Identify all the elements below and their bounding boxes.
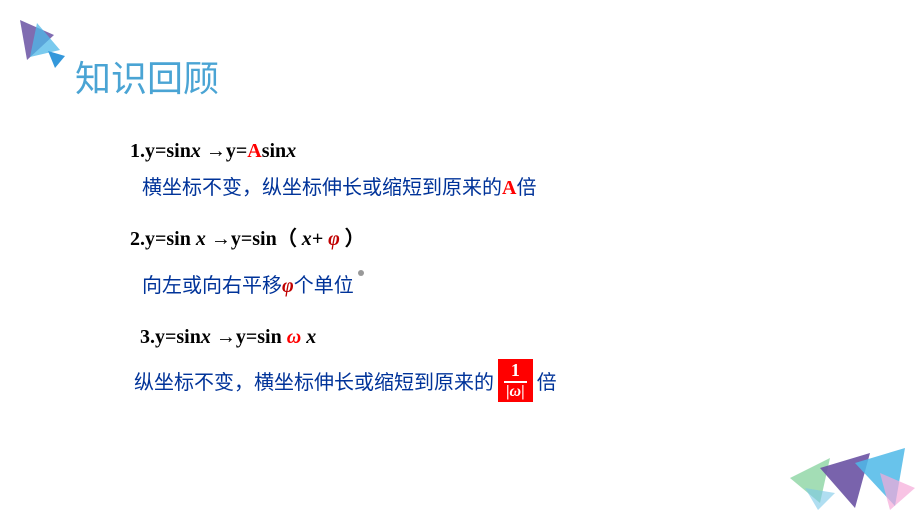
item-3: 3.y=sinx →y=sin ω x 纵坐标不变，横坐标伸长或缩短到原来的 1… xyxy=(130,326,830,402)
formula-phi: φ xyxy=(323,228,340,250)
description-text: 向左或向右平移 xyxy=(142,275,282,297)
decorative-triangle-small xyxy=(45,48,69,77)
description-text: 倍 xyxy=(516,177,536,199)
description-1: 横坐标不变，纵坐标伸长或缩短到原来的A倍 xyxy=(142,171,830,200)
formula-var: x xyxy=(201,326,211,348)
formula-arrow: →y=sin xyxy=(211,326,287,348)
formula-text: 3.y=sin xyxy=(140,326,201,348)
item-1: 1.y=sinx →y=Asinx 横坐标不变，纵坐标伸长或缩短到原来的A倍 xyxy=(130,140,830,200)
formula-arrow: →y= xyxy=(201,140,247,162)
formula-1: 1.y=sinx →y=Asinx xyxy=(130,140,830,163)
description-3: 纵坐标不变，横坐标伸长或缩短到原来的 1 |ω| 倍 xyxy=(134,359,830,402)
formula-var: x xyxy=(191,140,201,162)
formula-var: x+ xyxy=(297,228,323,250)
item-2: 2.y=sin x →y=sin（ x+ φ ） 向左或向右平移φ个单位 xyxy=(130,222,830,298)
fraction-highlight: 1 |ω| xyxy=(498,359,533,402)
fraction-numerator: 1 xyxy=(504,361,527,383)
description-2: 向左或向右平移φ个单位 xyxy=(142,269,830,298)
description-text: 横坐标不变，纵坐标伸长或缩短到原来的 xyxy=(142,177,502,199)
slide-content: 1.y=sinx →y=Asinx 横坐标不变，纵坐标伸长或缩短到原来的A倍 2… xyxy=(130,140,830,410)
description-highlight: A xyxy=(502,177,516,199)
formula-text: 2.y=sin xyxy=(130,228,196,250)
description-text: 个单位 xyxy=(294,275,354,297)
formula-text: 1.y=sin xyxy=(130,140,191,162)
description-text: 倍 xyxy=(537,366,557,395)
decorative-corner-icon xyxy=(760,438,920,518)
description-text: 纵坐标不变，横坐标伸长或缩短到原来的 xyxy=(134,366,494,395)
formula-var: x xyxy=(196,228,206,250)
formula-2: 2.y=sin x →y=sin（ x+ φ ） xyxy=(130,222,830,251)
fraction-denominator: |ω| xyxy=(504,383,527,401)
formula-3: 3.y=sinx →y=sin ω x xyxy=(140,326,830,349)
formula-arrow: →y=sin xyxy=(206,228,277,250)
formula-paren: （ xyxy=(277,228,297,250)
formula-highlight: A xyxy=(247,140,261,162)
slide-title: 知识回顾 xyxy=(75,50,219,102)
formula-var: x xyxy=(286,140,296,162)
description-highlight: φ xyxy=(282,275,294,297)
formula-paren: ） xyxy=(340,228,365,250)
formula-omega: ω xyxy=(287,326,301,348)
pagination-indicator-icon xyxy=(358,270,364,276)
slide-header: 知识回顾 xyxy=(75,50,219,102)
formula-text: sin xyxy=(262,140,286,162)
formula-var: x xyxy=(301,326,316,348)
